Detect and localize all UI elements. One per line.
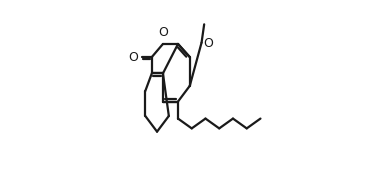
Text: O: O	[203, 37, 213, 50]
Text: O: O	[129, 50, 138, 64]
Text: O: O	[158, 26, 168, 39]
